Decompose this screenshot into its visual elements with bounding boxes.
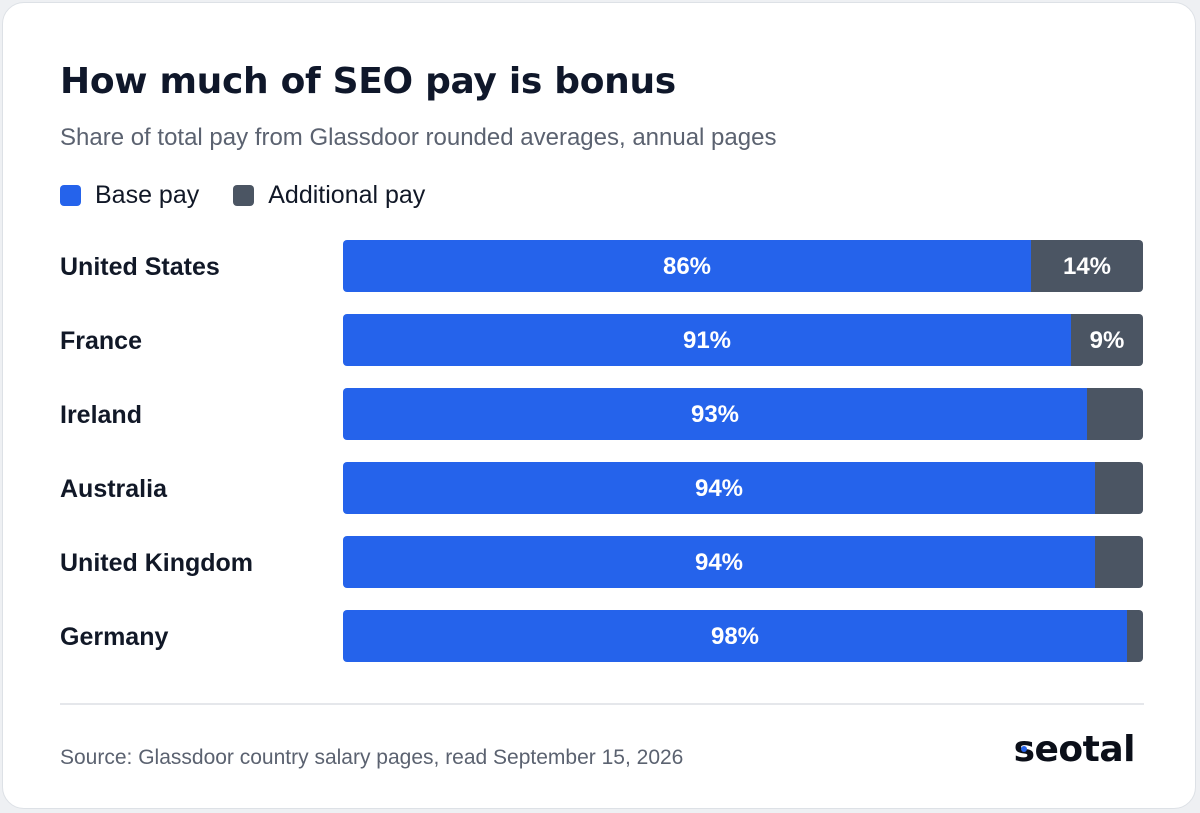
bar-row bbox=[343, 462, 1143, 514]
legend-item-additional: Additional pay bbox=[233, 181, 425, 210]
bar-segment-additional bbox=[1095, 536, 1143, 588]
bar-segment-additional bbox=[1031, 240, 1143, 292]
data-label: 98% bbox=[711, 623, 759, 650]
bar-segment-base bbox=[343, 314, 1071, 366]
bar-segment-additional bbox=[1087, 388, 1143, 440]
source-note: Source: Glassdoor country salary pages, … bbox=[60, 746, 684, 769]
bar-segment-additional bbox=[1095, 462, 1143, 514]
bar-row bbox=[343, 314, 1143, 366]
bar-segment-additional bbox=[1127, 610, 1143, 662]
bar-segment-base bbox=[343, 462, 1095, 514]
legend-label-base: Base pay bbox=[95, 181, 200, 209]
legend: Base pay Additional pay bbox=[60, 181, 459, 210]
bar-segment-additional bbox=[1071, 314, 1143, 366]
category-label: Ireland bbox=[60, 401, 142, 429]
chart-subtitle: Share of total pay from Glassdoor rounde… bbox=[60, 124, 777, 151]
bar-row bbox=[343, 388, 1143, 440]
category-label: United States bbox=[60, 253, 220, 281]
data-label: 91% bbox=[683, 327, 731, 354]
brand-logo-text: seotal bbox=[1013, 729, 1136, 770]
data-label: 9% bbox=[1090, 327, 1125, 354]
logo-dot-icon bbox=[1020, 746, 1027, 752]
legend-label-additional: Additional pay bbox=[268, 181, 426, 209]
bar-segment-base bbox=[343, 388, 1087, 440]
bar-row bbox=[343, 610, 1143, 662]
bar-segment-base bbox=[343, 240, 1031, 292]
data-label: 94% bbox=[695, 549, 743, 576]
category-label: United Kingdom bbox=[60, 549, 253, 577]
data-label: 14% bbox=[1063, 253, 1111, 280]
category-label: Australia bbox=[60, 475, 168, 503]
bar-row bbox=[343, 536, 1143, 588]
legend-item-base: Base pay bbox=[60, 181, 199, 210]
category-label: France bbox=[60, 327, 142, 355]
brand-logo: seotal bbox=[1013, 729, 1136, 770]
bar-chart: United States 86% 14% France 91% 9% Ireland 93%… bbox=[60, 240, 1143, 662]
category-label: Germany bbox=[60, 623, 168, 651]
chart-title: How much of SEO pay is bonus bbox=[60, 61, 676, 102]
data-label: 86% bbox=[663, 253, 711, 280]
data-label: 94% bbox=[695, 475, 743, 502]
data-label: 93% bbox=[691, 401, 739, 428]
footer-divider bbox=[60, 703, 1144, 705]
bar-segment-base bbox=[343, 536, 1095, 588]
legend-swatch-base bbox=[60, 185, 81, 206]
bar-row bbox=[343, 240, 1143, 292]
bar-segment-base bbox=[343, 610, 1127, 662]
legend-swatch-additional bbox=[233, 185, 255, 206]
